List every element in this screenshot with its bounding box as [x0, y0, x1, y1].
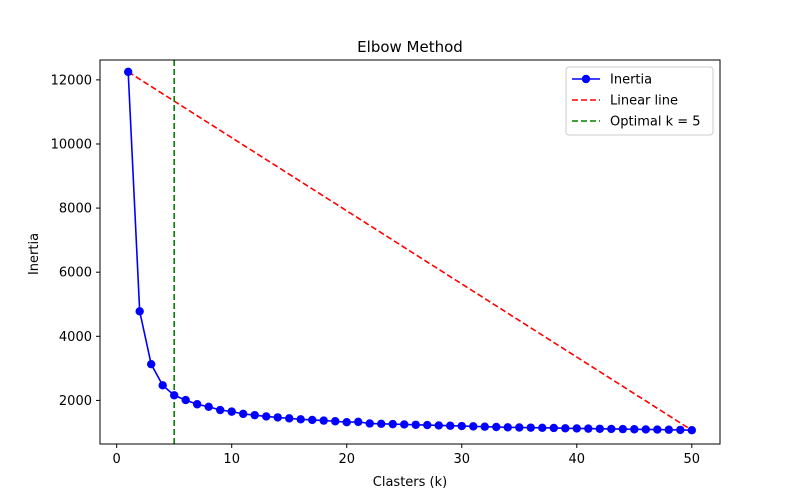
legend-box — [565, 66, 714, 136]
x-tick-label: 0 — [113, 452, 121, 467]
data-point — [653, 425, 662, 434]
data-point — [423, 420, 432, 430]
data-point — [434, 421, 443, 430]
data-point — [158, 381, 167, 390]
legend-inertia-marker — [581, 74, 591, 84]
data-point — [216, 405, 225, 415]
data-point — [285, 414, 294, 423]
x-axis-title: Clasters (k) — [373, 475, 447, 490]
data-point — [192, 400, 202, 409]
y-axis-title: Inertia — [27, 233, 42, 275]
data-point — [308, 415, 317, 425]
data-point — [515, 423, 524, 432]
y-tick-label: 2000 — [59, 394, 92, 409]
data-point — [273, 413, 282, 422]
data-point — [561, 424, 570, 433]
data-point — [411, 420, 420, 429]
data-point — [572, 424, 581, 433]
linear-line — [127, 71, 693, 431]
x-tick-label: 50 — [684, 452, 701, 467]
data-point — [400, 420, 409, 429]
data-point — [342, 418, 351, 427]
data-point — [365, 419, 374, 428]
legend: Inertia Linear line Optimal k = 5 — [565, 66, 714, 136]
data-point — [319, 416, 328, 425]
data-point — [239, 409, 248, 419]
data-point — [687, 426, 697, 435]
data-point — [227, 407, 236, 416]
data-point — [262, 412, 271, 421]
data-point — [354, 417, 363, 427]
data-point — [526, 423, 535, 432]
data-point — [377, 419, 386, 429]
data-point — [123, 67, 133, 77]
data-point — [146, 359, 156, 369]
data-point — [469, 422, 478, 431]
data-point — [664, 425, 674, 434]
data-point — [503, 423, 512, 432]
x-tick-label: 20 — [338, 452, 355, 467]
data-point — [457, 421, 466, 431]
y-tick-label: 10000 — [51, 137, 92, 152]
data-point — [492, 422, 501, 432]
data-point — [446, 421, 455, 430]
data-point — [250, 410, 259, 420]
data-point — [584, 424, 593, 433]
plot-frame — [99, 59, 721, 445]
x-tick-label: 10 — [223, 452, 240, 467]
data-point — [607, 424, 616, 434]
data-point — [538, 423, 547, 433]
y-tick-label: 8000 — [59, 202, 92, 217]
y-tick-label: 6000 — [59, 266, 92, 281]
legend-inertia-label: Inertia — [610, 73, 652, 88]
data-point — [641, 425, 651, 434]
data-point — [181, 395, 190, 405]
data-point — [676, 425, 685, 435]
legend-optimal-k-label: Optimal k = 5 — [610, 115, 701, 130]
data-point — [595, 424, 604, 433]
legend-linear-line-label: Linear line — [610, 94, 678, 109]
y-tick-label: 12000 — [51, 73, 92, 88]
data-point — [331, 417, 340, 426]
data-point — [135, 307, 144, 316]
data-point — [549, 423, 558, 433]
chart-title: Elbow Method — [357, 38, 463, 56]
data-point — [618, 424, 628, 434]
x-tick-label: 40 — [569, 452, 586, 467]
data-point — [296, 415, 305, 424]
data-point — [204, 402, 213, 412]
data-point — [630, 425, 639, 434]
data-point — [480, 422, 489, 431]
data-point — [169, 391, 179, 400]
x-tick-label: 30 — [453, 452, 470, 467]
data-point — [388, 419, 397, 429]
y-tick-label: 4000 — [59, 330, 92, 345]
